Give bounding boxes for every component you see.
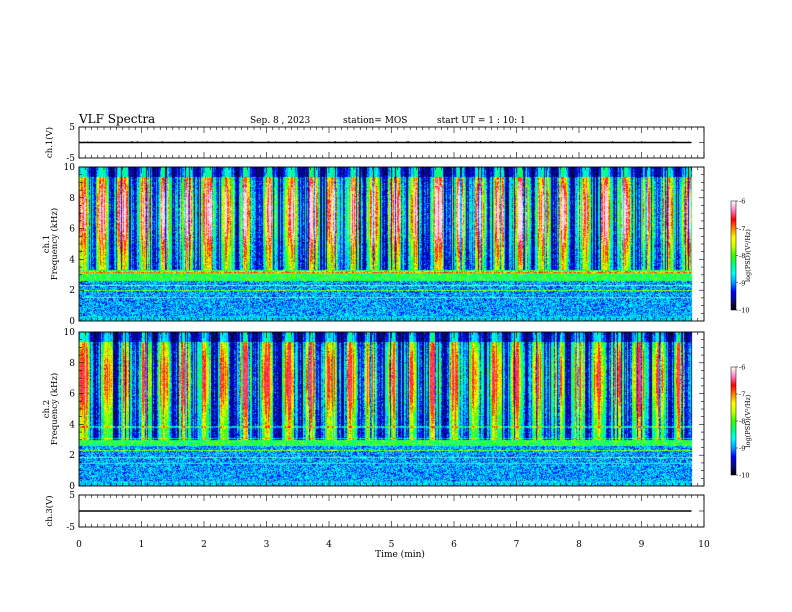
colorbar-tick-label: -10	[739, 472, 749, 480]
y-axis-label: ch.1	[42, 235, 52, 253]
y-tick-label: 5	[69, 123, 75, 133]
y-tick-label: 0	[69, 482, 75, 492]
x-tick-label: 9	[639, 540, 645, 550]
y-axis-label: ch.1(V)	[44, 127, 55, 158]
station-label: station= MOS	[343, 116, 407, 126]
colorbar-tick-label: -8	[739, 252, 745, 260]
ch2-colorbar: -6 -7 -8 -9 -10 log(PSD)(V²/Hz)	[730, 364, 752, 480]
y-tick-label: -5	[66, 523, 75, 533]
colorbar-tick-label: -7	[739, 225, 745, 233]
colorbar-tick-label: -8	[739, 418, 745, 426]
y-tick-label: 10	[64, 163, 76, 173]
y-axis-label: Frequency (kHz)	[49, 373, 60, 445]
x-tick-label: 8	[576, 540, 582, 550]
ch1-colorbar-gradient	[731, 201, 736, 310]
colorbar-label: log(PSD)(V²/Hz)	[744, 394, 752, 447]
y-axis-label: ch.3(V)	[44, 495, 55, 526]
y-tick-label: 6	[69, 225, 75, 235]
y-tick-label: 10	[64, 328, 76, 338]
y-tick-label: 4	[69, 420, 75, 430]
y-tick-label: 6	[69, 390, 75, 400]
x-tick-label: 10	[698, 540, 710, 550]
x-tick-label: 3	[264, 540, 270, 550]
x-tick-label: 7	[514, 540, 520, 550]
figure-title: VLF Spectra	[78, 112, 155, 126]
colorbar-tick-label: -9	[739, 279, 745, 287]
y-tick-label: 5	[69, 491, 75, 501]
colorbar-tick-label: -7	[739, 391, 745, 399]
colorbar-tick-label: -6	[739, 198, 745, 206]
ch1-waveform-panel: 5 -5 ch.1(V)	[44, 123, 705, 164]
y-tick-label: 2	[69, 451, 75, 461]
y-axis-label: ch.2	[42, 400, 52, 418]
y-tick-label: 0	[69, 317, 75, 327]
colorbar-label: log(PSD)(V²/Hz)	[744, 229, 752, 282]
date-label: Sep. 8 , 2023	[250, 116, 310, 126]
ch1-colorbar: -6 -7 -8 -9 -10 log(PSD)(V²/Hz)	[730, 198, 752, 315]
y-tick-label: -5	[66, 154, 75, 164]
y-tick-label: 8	[69, 194, 75, 204]
x-axis-label: Time (min)	[375, 549, 425, 560]
ch2-colorbar-gradient	[731, 367, 736, 475]
ch2-spectrogram-image	[79, 332, 704, 486]
start-time-label: start UT = 1 : 10: 1	[437, 116, 526, 126]
colorbar-tick-label: -6	[739, 364, 745, 372]
colorbar-tick-label: -9	[739, 445, 745, 453]
x-tick-label: 6	[451, 540, 457, 550]
y-tick-label: 2	[69, 286, 75, 296]
x-tick-label: 1	[139, 540, 145, 550]
x-tick-label: 4	[326, 540, 332, 550]
x-tick-label: 5	[389, 540, 395, 550]
y-tick-label: 4	[69, 255, 75, 265]
ch3-waveform-panel: 5 -5 ch.3(V)	[44, 491, 705, 533]
x-tick-label: 2	[201, 540, 207, 550]
ch1-spectrogram-image	[79, 167, 704, 321]
time-axis: 0 1 2 3 4 5 6 7 8 9 10	[76, 540, 710, 550]
y-tick-label: 8	[69, 359, 75, 369]
y-axis-label: Frequency (kHz)	[49, 208, 60, 280]
colorbar-tick-label: -10	[739, 307, 749, 315]
x-tick-label: 0	[76, 540, 82, 550]
